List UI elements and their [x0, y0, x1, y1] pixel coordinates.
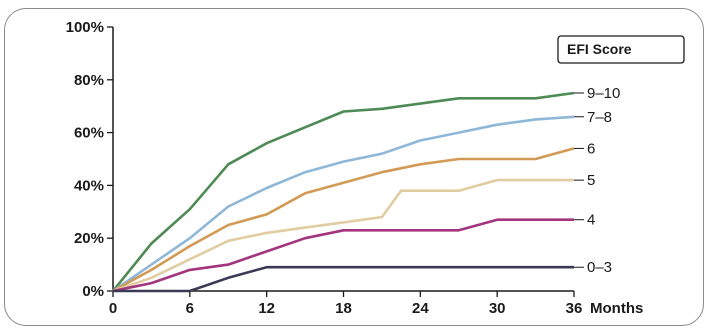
legend-title-frame	[557, 35, 685, 64]
series-line	[112, 115, 575, 293]
series-labels: 9–10 7–8 6 5 4 0–3	[574, 85, 620, 276]
x-tick-label: 18	[335, 300, 352, 317]
y-tick-label: 80%	[74, 72, 104, 89]
series-label: 4	[587, 212, 595, 229]
series-line	[112, 178, 574, 293]
series-label: 5	[587, 172, 595, 189]
y-tick-label: 40%	[74, 177, 104, 194]
series-line	[113, 265, 574, 293]
series-line	[111, 91, 575, 292]
series-line	[112, 147, 575, 293]
y-tick-label: 100%	[66, 19, 104, 36]
y-tick-label: 60%	[74, 125, 104, 142]
series-label: 9–10	[587, 85, 620, 102]
x-tick-label: 30	[489, 300, 506, 317]
x-unit-label: Months	[590, 300, 643, 317]
x-tick-label: 24	[412, 300, 429, 317]
x-tick-label: 0	[109, 300, 117, 317]
x-tick-label: 6	[186, 300, 194, 317]
y-axis-ticks: 0% 20% 40% 60% 80% 100%	[66, 19, 113, 300]
x-tick-label: 12	[258, 300, 275, 317]
x-axis-ticks: 0 6 12 18 24 30 36 Months	[109, 291, 643, 317]
legend-title-box: EFI Score	[557, 35, 685, 64]
series-label: 6	[587, 140, 595, 157]
y-tick-label: 0%	[82, 283, 104, 300]
y-tick-label: 20%	[74, 230, 104, 247]
series-label: 7–8	[587, 109, 612, 126]
series-lines	[111, 91, 575, 293]
legend-title: EFI Score	[567, 41, 632, 57]
series-line	[112, 218, 574, 293]
x-tick-label: 36	[566, 300, 583, 317]
series-label: 0–3	[587, 259, 612, 276]
